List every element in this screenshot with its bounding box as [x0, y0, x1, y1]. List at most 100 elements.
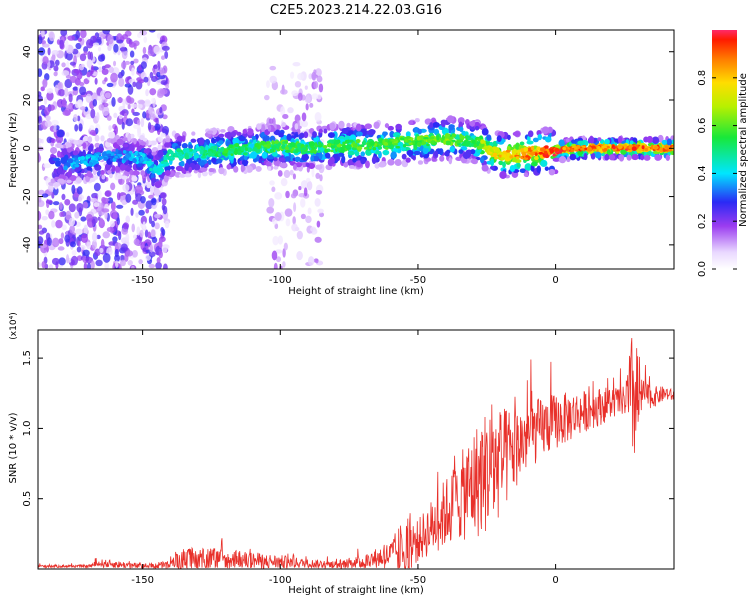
- heatmap-cell: [318, 151, 323, 160]
- heatmap-cell: [292, 173, 297, 180]
- heatmap-cell: [311, 167, 315, 178]
- heatmap-cell: [123, 112, 128, 119]
- heatmap-cell: [114, 125, 118, 135]
- heatmap-cell: [417, 160, 424, 165]
- heatmap-cell: [54, 59, 60, 66]
- heatmap-cell: [476, 138, 481, 141]
- heatmap-cell: [68, 93, 73, 103]
- heatmap-cell: [477, 145, 483, 150]
- heatmap-cell: [243, 155, 248, 161]
- heatmap-cell: [401, 153, 407, 160]
- heatmap-cell: [100, 169, 105, 175]
- heatmap-cell: [47, 47, 51, 56]
- heatmap-cell: [486, 134, 492, 141]
- heatmap-cell: [159, 88, 168, 95]
- heatmap-cell: [366, 130, 371, 135]
- heatmap-cell: [360, 158, 366, 165]
- heatmap-cell: [507, 134, 511, 140]
- heatmap-cell: [330, 145, 335, 149]
- y-tick-label: 1.5: [22, 350, 33, 366]
- heatmap-cell: [404, 139, 408, 143]
- heatmap-cell: [51, 220, 56, 228]
- heatmap-cell: [98, 155, 104, 160]
- heatmap-cell: [384, 123, 390, 129]
- heatmap-cell: [604, 153, 610, 161]
- x-tick-label: -50: [410, 575, 426, 586]
- heatmap-cell: [285, 218, 291, 227]
- heatmap-cell: [294, 133, 299, 138]
- heatmap-cell: [147, 231, 151, 239]
- heatmap-cell: [300, 144, 305, 148]
- heatmap-cell: [149, 186, 155, 194]
- heatmap-cell: [310, 155, 314, 162]
- heatmap-cell: [191, 131, 196, 136]
- heatmap-cell: [474, 125, 480, 131]
- heatmap-cell: [489, 141, 494, 147]
- heatmap-cell: [570, 148, 575, 153]
- heatmap-cell: [43, 163, 52, 169]
- heatmap-cell: [218, 133, 225, 138]
- heatmap-cell: [148, 194, 154, 199]
- heatmap-cell: [318, 83, 324, 93]
- heatmap-cell: [365, 160, 370, 169]
- heatmap-cell: [75, 30, 81, 40]
- heatmap-cell: [451, 133, 457, 138]
- heatmap-cell: [62, 98, 67, 108]
- heatmap-cell: [651, 136, 660, 145]
- heatmap-cell: [395, 123, 402, 130]
- heatmap-cell: [159, 67, 165, 76]
- heatmap-cell: [116, 217, 120, 226]
- heatmap-cell: [144, 100, 151, 107]
- heatmap-cell: [85, 256, 94, 264]
- heatmap-cell: [86, 170, 92, 177]
- heatmap-cell: [48, 264, 54, 269]
- heatmap-cell: [86, 241, 92, 250]
- heatmap-cell: [121, 33, 129, 40]
- heatmap-cell: [228, 144, 234, 148]
- heatmap-cell: [200, 155, 207, 159]
- heatmap-cell: [382, 131, 388, 136]
- heatmap-cell: [130, 60, 135, 65]
- heatmap-cell: [185, 149, 190, 152]
- heatmap-cell: [55, 219, 63, 229]
- heatmap-cell: [166, 153, 169, 158]
- heatmap-cell: [529, 151, 536, 156]
- heatmap-cell: [38, 195, 42, 203]
- heatmap-cell: [50, 147, 58, 154]
- heatmap-cell: [106, 115, 112, 121]
- heatmap-cell: [114, 242, 122, 250]
- heatmap-cell: [181, 135, 186, 142]
- heatmap-cell: [91, 155, 95, 160]
- heatmap-cell: [369, 141, 375, 146]
- heatmap-cell: [38, 142, 41, 147]
- heatmap-cell: [319, 212, 325, 218]
- heatmap-cell: [51, 119, 59, 127]
- heatmap-cell: [82, 149, 86, 158]
- heatmap-cell: [541, 126, 550, 135]
- heatmap-cell: [446, 115, 455, 123]
- heatmap-cell: [293, 164, 297, 170]
- heatmap-cell: [79, 86, 87, 96]
- heatmap-cell: [102, 252, 111, 263]
- heatmap-cell: [63, 165, 68, 171]
- snr-xlabel: Height of straight line (km): [288, 585, 424, 596]
- heatmap-cell: [271, 145, 277, 149]
- heatmap-cell: [309, 149, 314, 154]
- heatmap-cell: [178, 173, 186, 178]
- heatmap-cell: [273, 157, 278, 162]
- heatmap-cell: [85, 213, 93, 222]
- heatmap-cell: [654, 154, 662, 161]
- heatmap-cell: [274, 192, 283, 200]
- heatmap-cell: [502, 161, 506, 168]
- heatmap-cell: [77, 37, 83, 42]
- heatmap-cell: [159, 192, 167, 199]
- heatmap-cell: [544, 136, 552, 143]
- heatmap-cell: [405, 131, 411, 138]
- heatmap-cell: [87, 51, 92, 60]
- heatmap-cell: [127, 260, 133, 266]
- heatmap-cell: [618, 154, 625, 162]
- heatmap-cell: [343, 161, 349, 168]
- heatmap-cell: [154, 213, 161, 219]
- heatmap-cell: [38, 68, 43, 77]
- heatmap-cell: [341, 127, 349, 134]
